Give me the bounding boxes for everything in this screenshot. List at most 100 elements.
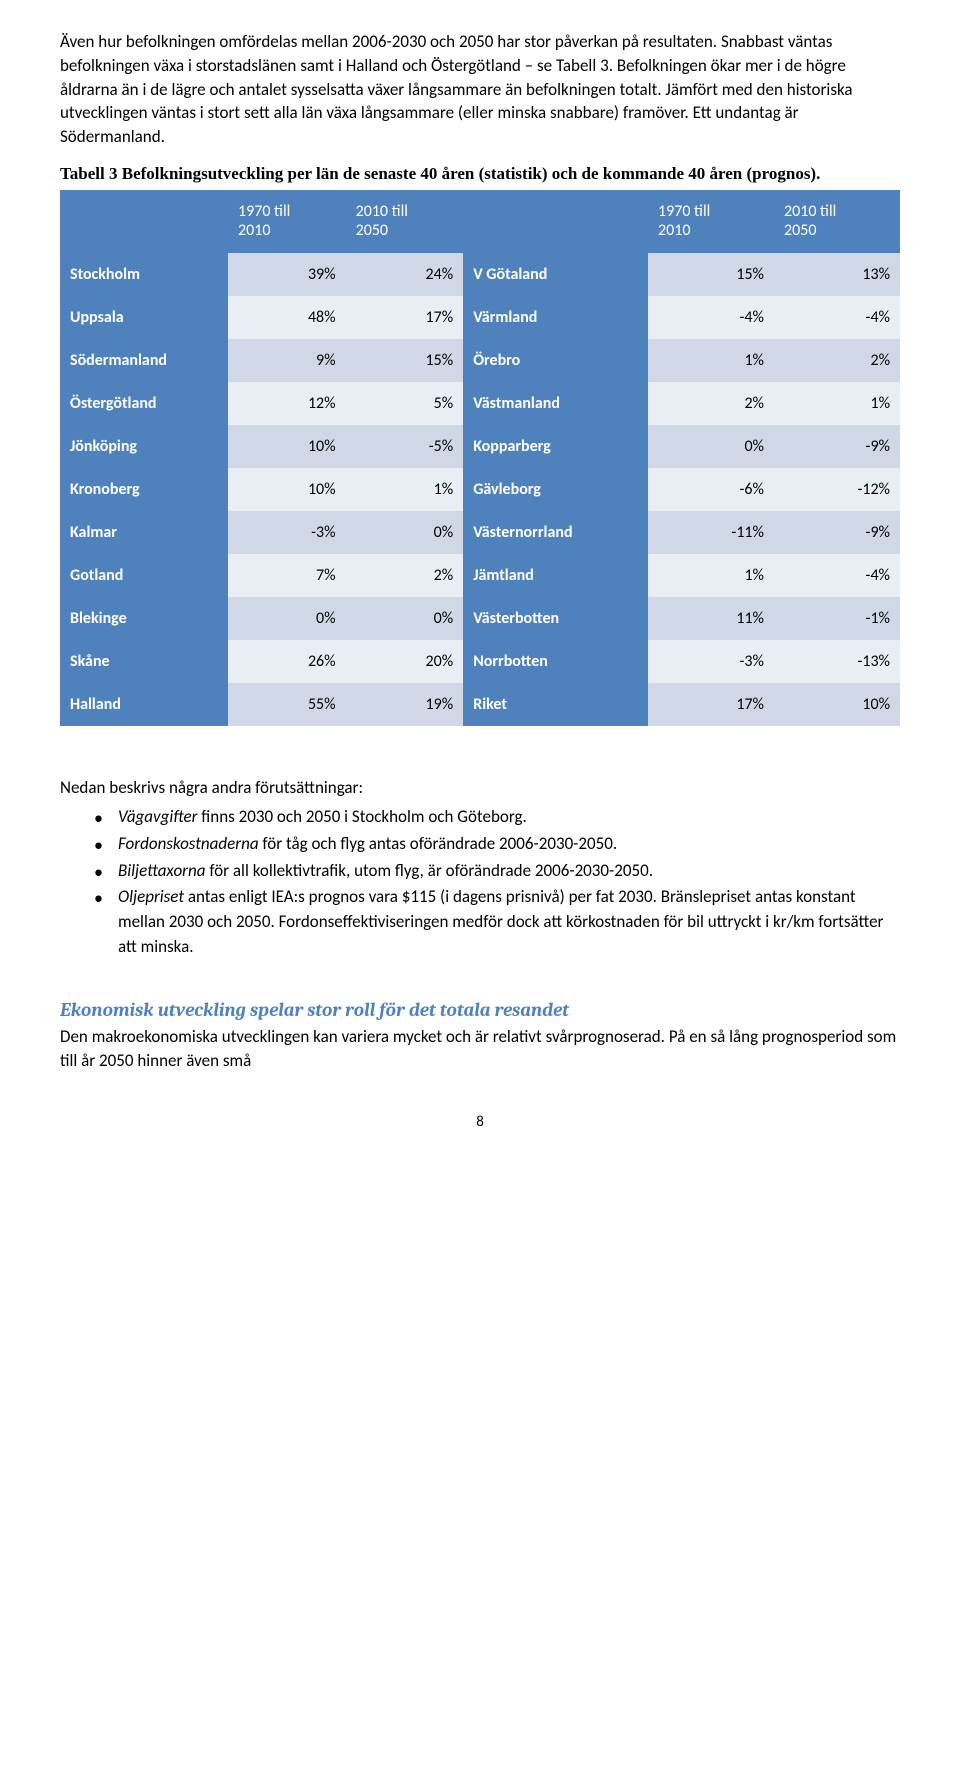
header-col5: 1970 till 2010 xyxy=(648,190,774,252)
cell-2010-2050-left: 0% xyxy=(346,597,464,640)
cell-region-left: Kalmar xyxy=(60,511,228,554)
cell-1970-2010-right: 0% xyxy=(648,425,774,468)
cell-2010-2050-left: 17% xyxy=(346,296,464,339)
cell-region-right: V Götaland xyxy=(463,253,648,296)
header-col2-l1: 1970 till xyxy=(238,202,290,221)
cell-1970-2010-left: 39% xyxy=(228,253,346,296)
header-col6-l2: 2050 xyxy=(784,221,816,240)
bullet-1: Vägavgifter finns 2030 och 2050 i Stockh… xyxy=(90,805,900,830)
bullet-4: Oljepriset antas enligt IEA:s prognos va… xyxy=(90,885,900,959)
cell-2010-2050-left: -5% xyxy=(346,425,464,468)
cell-2010-2050-left: 20% xyxy=(346,640,464,683)
bullet-3-em: Biljettaxorna xyxy=(118,860,206,881)
bullet-3-rest: för all kollektivtrafik, utom flyg, är o… xyxy=(206,860,654,881)
cell-region-left: Skåne xyxy=(60,640,228,683)
assumptions-section: Nedan beskrivs några andra förutsättning… xyxy=(60,776,900,960)
cell-1970-2010-left: 26% xyxy=(228,640,346,683)
cell-2010-2050-right: -9% xyxy=(774,425,900,468)
cell-1970-2010-left: 0% xyxy=(228,597,346,640)
cell-2010-2050-right: 13% xyxy=(774,253,900,296)
cell-region-left: Jönköping xyxy=(60,425,228,468)
population-table: 1970 till 2010 2010 till 2050 1970 till … xyxy=(60,190,900,725)
bullet-2-rest: för tåg och flyg antas oförändrade 2006-… xyxy=(259,833,618,854)
cell-region-left: Södermanland xyxy=(60,339,228,382)
cell-1970-2010-right: 1% xyxy=(648,554,774,597)
section-heading: Ekonomisk utveckling spelar stor roll fö… xyxy=(60,999,900,1021)
table-row: Skåne26%20%Norrbotten-3%-13% xyxy=(60,640,900,683)
cell-region-right: Västernorrland xyxy=(463,511,648,554)
cell-region-right: Västerbotten xyxy=(463,597,648,640)
paragraph-after-heading: Den makroekonomiska utvecklingen kan var… xyxy=(60,1025,900,1073)
cell-2010-2050-right: -1% xyxy=(774,597,900,640)
cell-1970-2010-right: 17% xyxy=(648,683,774,726)
cell-region-left: Gotland xyxy=(60,554,228,597)
cell-region-right: Örebro xyxy=(463,339,648,382)
assumptions-list: Vägavgifter finns 2030 och 2050 i Stockh… xyxy=(60,805,900,959)
cell-region-right: Gävleborg xyxy=(463,468,648,511)
header-col2: 1970 till 2010 xyxy=(228,190,346,252)
cell-1970-2010-left: -3% xyxy=(228,511,346,554)
bullet-2: Fordonskostnaderna för tåg och flyg anta… xyxy=(90,832,900,857)
cell-region-left: Östergötland xyxy=(60,382,228,425)
cell-1970-2010-right: 15% xyxy=(648,253,774,296)
cell-region-right: Norrbotten xyxy=(463,640,648,683)
cell-2010-2050-right: -12% xyxy=(774,468,900,511)
cell-2010-2050-right: 2% xyxy=(774,339,900,382)
cell-region-right: Jämtland xyxy=(463,554,648,597)
cell-1970-2010-left: 10% xyxy=(228,425,346,468)
cell-2010-2050-left: 5% xyxy=(346,382,464,425)
table-row: Kronoberg10%1%Gävleborg-6%-12% xyxy=(60,468,900,511)
cell-region-left: Halland xyxy=(60,683,228,726)
table-row: Stockholm39%24%V Götaland15%13% xyxy=(60,253,900,296)
header-col6: 2010 till 2050 xyxy=(774,190,900,252)
cell-2010-2050-left: 0% xyxy=(346,511,464,554)
cell-2010-2050-left: 19% xyxy=(346,683,464,726)
bullet-1-em: Vägavgifter xyxy=(118,806,197,827)
cell-1970-2010-right: 11% xyxy=(648,597,774,640)
header-col6-l1: 2010 till xyxy=(784,202,836,221)
header-col5-l2: 2010 xyxy=(658,221,690,240)
cell-region-left: Stockholm xyxy=(60,253,228,296)
bullet-2-em: Fordonskostnaderna xyxy=(118,833,259,854)
cell-2010-2050-right: 1% xyxy=(774,382,900,425)
bullet-1-rest: finns 2030 och 2050 i Stockholm och Göte… xyxy=(197,806,526,827)
cell-1970-2010-right: -11% xyxy=(648,511,774,554)
header-col3: 2010 till 2050 xyxy=(346,190,464,252)
cell-region-left: Blekinge xyxy=(60,597,228,640)
cell-1970-2010-left: 10% xyxy=(228,468,346,511)
cell-1970-2010-right: -3% xyxy=(648,640,774,683)
cell-2010-2050-right: -9% xyxy=(774,511,900,554)
page-number: 8 xyxy=(60,1113,900,1131)
header-blank-2 xyxy=(463,190,648,252)
table-row: Södermanland9%15%Örebro1%2% xyxy=(60,339,900,382)
cell-1970-2010-left: 7% xyxy=(228,554,346,597)
header-col3-l2: 2050 xyxy=(356,221,388,240)
table-header-row: 1970 till 2010 2010 till 2050 1970 till … xyxy=(60,190,900,252)
cell-1970-2010-left: 55% xyxy=(228,683,346,726)
table-row: Uppsala48%17%Värmland-4%-4% xyxy=(60,296,900,339)
bullet-3: Biljettaxorna för all kollektivtrafik, u… xyxy=(90,859,900,884)
cell-2010-2050-right: -4% xyxy=(774,296,900,339)
cell-2010-2050-right: -13% xyxy=(774,640,900,683)
cell-region-right: Kopparberg xyxy=(463,425,648,468)
table-caption: Tabell 3 Befolkningsutveckling per län d… xyxy=(60,163,900,184)
cell-2010-2050-left: 1% xyxy=(346,468,464,511)
cell-region-right: Riket xyxy=(463,683,648,726)
cell-1970-2010-right: -6% xyxy=(648,468,774,511)
cell-1970-2010-right: 1% xyxy=(648,339,774,382)
table-row: Blekinge0%0%Västerbotten11%-1% xyxy=(60,597,900,640)
cell-1970-2010-left: 9% xyxy=(228,339,346,382)
cell-2010-2050-left: 24% xyxy=(346,253,464,296)
table-row: Kalmar-3%0%Västernorrland-11%-9% xyxy=(60,511,900,554)
assumptions-intro: Nedan beskrivs några andra förutsättning… xyxy=(60,776,900,800)
table-row: Jönköping10%-5%Kopparberg0%-9% xyxy=(60,425,900,468)
header-col5-l1: 1970 till xyxy=(658,202,710,221)
cell-region-left: Kronoberg xyxy=(60,468,228,511)
bullet-4-em: Oljepriset xyxy=(118,886,184,907)
cell-region-right: Västmanland xyxy=(463,382,648,425)
header-blank-1 xyxy=(60,190,228,252)
cell-1970-2010-left: 48% xyxy=(228,296,346,339)
cell-1970-2010-left: 12% xyxy=(228,382,346,425)
table-row: Gotland7%2%Jämtland1%-4% xyxy=(60,554,900,597)
cell-2010-2050-left: 2% xyxy=(346,554,464,597)
